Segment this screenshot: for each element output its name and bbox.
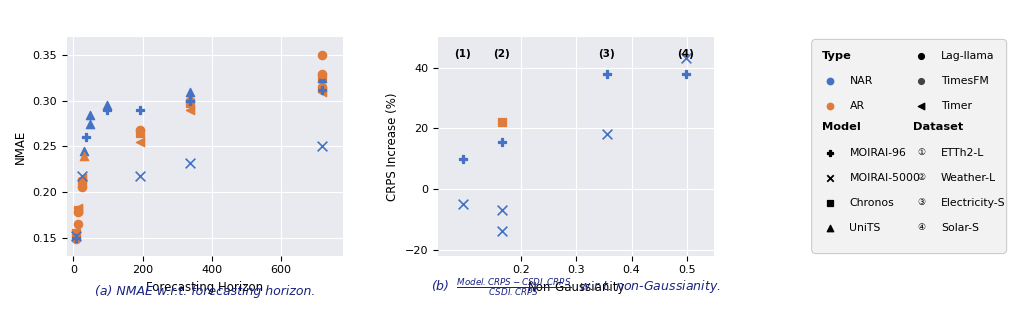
Point [913,104,930,108]
Point [70,208,86,213]
Text: MOIRAI-5000: MOIRAI-5000 [850,173,921,183]
Point [314,87,331,92]
Text: Lag-llama: Lag-llama [941,51,994,61]
Text: TimesFM: TimesFM [941,76,989,86]
Point [132,130,148,135]
Point [821,200,838,205]
Point [455,156,471,161]
Point [314,76,331,81]
Point [132,173,148,178]
Point [82,121,98,126]
Point [68,235,84,240]
Point [132,128,148,133]
Point [821,104,838,108]
Point [68,237,84,242]
Point [74,185,90,190]
Text: Dataset: Dataset [913,122,964,132]
Text: Type: Type [821,51,852,61]
Text: (4): (4) [677,49,694,59]
Text: (3): (3) [598,49,615,59]
Point [70,210,86,215]
FancyBboxPatch shape [812,39,1007,254]
Point [913,78,930,83]
Point [181,108,198,113]
Point [76,153,92,158]
Point [70,221,86,226]
Point [314,71,331,76]
Text: (2): (2) [494,49,510,59]
Point [78,135,94,140]
Point [678,71,694,76]
Point [74,176,90,181]
Point [76,148,92,153]
Text: Chronos: Chronos [850,198,894,208]
Text: Weather-L: Weather-L [941,173,996,183]
Point [314,89,331,94]
Point [98,108,115,113]
Point [82,112,98,117]
Point [494,140,510,144]
Point [74,173,90,178]
Point [913,53,930,58]
Point [494,229,510,234]
Point [314,144,331,149]
Point [132,108,148,113]
Text: Solar-S: Solar-S [941,223,979,233]
Point [181,99,198,104]
Point [74,180,90,185]
Text: UniTS: UniTS [850,223,881,233]
Point [821,150,838,155]
Point [821,175,838,180]
Point [68,231,84,236]
Point [70,206,86,211]
Text: MOIRAI-96: MOIRAI-96 [850,148,906,157]
Point [181,99,198,104]
Point [598,132,614,137]
Point [455,202,471,207]
Point [314,76,331,81]
X-axis label: Forecasting Horizon: Forecasting Horizon [146,281,263,294]
Text: NAR: NAR [850,76,872,86]
Point [314,53,331,58]
Text: ③: ③ [918,198,925,207]
Point [494,208,510,213]
Point [181,89,198,94]
Point [181,100,198,105]
Y-axis label: NMAE: NMAE [13,129,27,164]
Point [181,160,198,165]
Point [314,85,331,90]
Text: (1): (1) [455,49,471,59]
Point [598,71,614,76]
Point [132,140,148,144]
Text: ①: ① [918,148,925,157]
Y-axis label: CRPS Increase (%): CRPS Increase (%) [386,92,399,201]
Text: ETTh2-L: ETTh2-L [941,148,984,157]
Text: Model: Model [821,122,860,132]
Point [98,103,115,108]
X-axis label: Non-Gaussianity: Non-Gaussianity [527,281,625,294]
Point [494,120,510,125]
Point [821,78,838,83]
Text: (b)  $\frac{\mathregular{Model.CRPS}-\mathregular{CSDI.CRPS}}{\mathregular{CSDI.: (b) $\frac{\mathregular{Model.CRPS}-\mat… [431,277,721,298]
Text: AR: AR [850,101,864,111]
Point [678,56,694,61]
Point [68,233,84,238]
Text: ④: ④ [918,224,925,232]
Text: Electricity-S: Electricity-S [941,198,1006,208]
Text: Timer: Timer [941,101,972,111]
Text: (a) NMAE w.r.t. forecasting horizon.: (a) NMAE w.r.t. forecasting horizon. [94,285,315,298]
Text: ②: ② [918,173,925,182]
Point [821,225,838,230]
